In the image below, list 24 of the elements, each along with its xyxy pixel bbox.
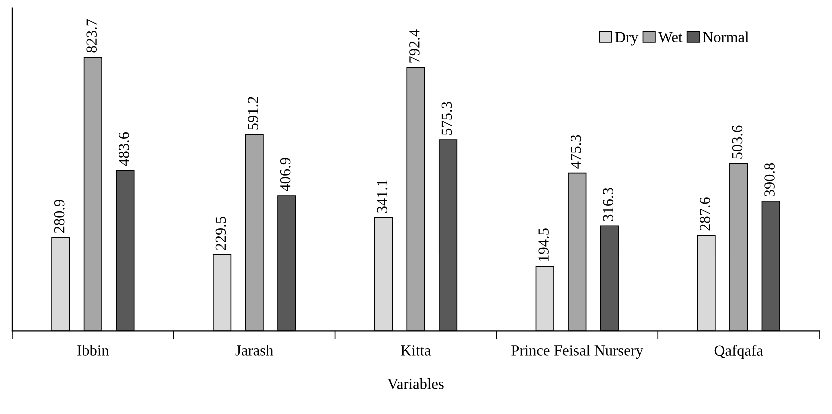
x-tick-label: Kitta	[401, 346, 432, 356]
data-label: 823.7	[86, 19, 98, 53]
data-label: 316.3	[603, 188, 614, 222]
legend-label: Normal	[703, 32, 749, 43]
data-label: 483.6	[118, 132, 130, 166]
data-label: 503.6	[732, 126, 743, 159]
x-tick-label: Jarash	[236, 345, 274, 356]
data-label: 229.5	[216, 217, 226, 250]
data-label: 575.3	[442, 102, 452, 136]
data-label: 287.6	[700, 198, 710, 231]
data-label: 194.5	[538, 228, 550, 262]
legend-label: Wet	[658, 32, 683, 43]
data-label: 406.9	[280, 158, 291, 192]
x-tick-label: Prince Feisal Nursery	[512, 345, 644, 359]
data-label: 591.2	[248, 97, 258, 130]
data-label: 475.3	[570, 135, 582, 169]
data-label: 792.4	[410, 30, 420, 63]
data-label: 341.1	[377, 180, 388, 213]
x-axis-title: Variables	[388, 378, 444, 390]
data-label: 390.8	[764, 163, 775, 196]
x-tick-label: Ibbin	[78, 345, 110, 356]
x-tick-label: Qafqafa	[714, 345, 764, 360]
data-label: 280.9	[54, 200, 65, 234]
legend-label: Dry	[615, 32, 639, 46]
